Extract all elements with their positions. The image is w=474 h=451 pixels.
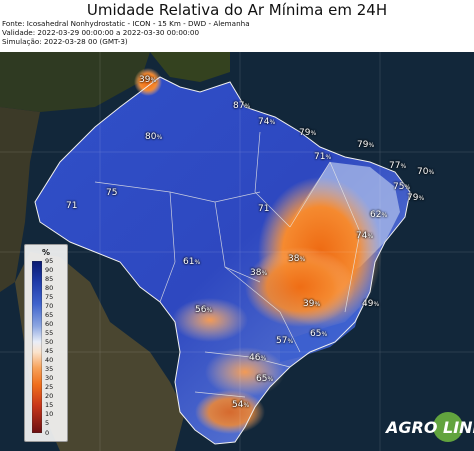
logo-text: AGRO LINK bbox=[386, 418, 474, 437]
humidity-value-label: 62% bbox=[370, 210, 388, 220]
simulation-text: Simulação: 2022-03-28 00 (GMT-3) bbox=[2, 37, 128, 46]
legend: % 95 90 85 80 75 70 65 60 55 50 45 40 35 30 25 20 15 10 5 0 bbox=[24, 244, 68, 442]
humidity-value-label: 74% bbox=[258, 117, 276, 127]
humidity-value-label: 39% bbox=[139, 75, 157, 85]
humidity-value-label: 75 bbox=[106, 188, 118, 198]
legend-tick: 25 bbox=[45, 383, 54, 392]
humidity-value-label: 54% bbox=[232, 400, 250, 410]
humidity-value-label: 56% bbox=[195, 305, 213, 315]
legend-tick: 60 bbox=[45, 319, 54, 328]
humidity-value-label: 74% bbox=[356, 231, 374, 241]
legend-tick: 50 bbox=[45, 337, 54, 346]
legend-tick: 5 bbox=[45, 419, 50, 428]
humidity-value-label: 71% bbox=[314, 152, 332, 162]
header: Umidade Relativa do Ar Mínima em 24H Fon… bbox=[0, 0, 474, 52]
dry-patch-south-west bbox=[172, 298, 248, 342]
dry-patch-rs bbox=[195, 390, 265, 434]
legend-tick: 80 bbox=[45, 283, 54, 292]
dry-core-cerrado bbox=[245, 247, 355, 327]
brazil-outline bbox=[34, 76, 411, 445]
humidity-value-label: 49% bbox=[362, 299, 380, 309]
humidity-value-label: 87% bbox=[233, 101, 251, 111]
humidity-value-label: 57% bbox=[276, 336, 294, 346]
graticule bbox=[0, 52, 474, 451]
validity-text: Validade: 2022-03-29 00:00:00 a 2022-03-… bbox=[2, 28, 200, 37]
logo-ring bbox=[433, 412, 463, 442]
humidity-value-label: 65% bbox=[310, 329, 328, 339]
humidity-value-label: 38% bbox=[288, 254, 306, 264]
map-title: Umidade Relativa do Ar Mínima em 24H bbox=[86, 1, 388, 19]
legend-tick: 65 bbox=[45, 310, 54, 319]
dry-patch-south bbox=[205, 347, 285, 397]
state-borders bbox=[94, 131, 361, 398]
legend-tick: 10 bbox=[45, 410, 54, 419]
humidity-value-label: 79% bbox=[357, 140, 375, 150]
humidity-value-label: 79% bbox=[299, 128, 317, 138]
humidity-value-label: 46% bbox=[249, 353, 267, 363]
legend-tick: 70 bbox=[45, 301, 54, 310]
land-west bbox=[0, 107, 40, 292]
legend-tick: 75 bbox=[45, 292, 54, 301]
legend-tick: 15 bbox=[45, 401, 54, 410]
legend-tick: 45 bbox=[45, 347, 54, 356]
legend-colorbar bbox=[32, 261, 42, 433]
dry-spot-roraima bbox=[134, 68, 162, 96]
humidity-value-label: 75% bbox=[393, 182, 411, 192]
legend-tick: 0 bbox=[45, 428, 50, 437]
source-text: Fonte: Icosahedral Nonhydrostatic - ICON… bbox=[2, 19, 250, 28]
humidity-value-label: 39% bbox=[303, 299, 321, 309]
legend-tick: 40 bbox=[45, 356, 54, 365]
legend-tick: 20 bbox=[45, 392, 54, 401]
humidity-value-label: 79% bbox=[407, 193, 425, 203]
legend-tick: 95 bbox=[45, 256, 54, 265]
humidity-value-label: 70% bbox=[417, 167, 435, 177]
legend-unit: % bbox=[41, 248, 50, 257]
brazil-humid-area bbox=[35, 77, 410, 444]
humidity-value-label: 61% bbox=[183, 257, 201, 267]
humidity-value-label: 77% bbox=[389, 161, 407, 171]
legend-tick: 90 bbox=[45, 265, 54, 274]
legend-tick: 35 bbox=[45, 365, 54, 374]
legend-tick: 85 bbox=[45, 274, 54, 283]
humidity-map bbox=[0, 52, 474, 451]
humidity-value-label: 71 bbox=[66, 201, 78, 211]
map-canvas bbox=[0, 52, 474, 451]
land-guianas bbox=[150, 52, 230, 82]
legend-tick: 55 bbox=[45, 328, 54, 337]
agrolink-logo: AGRO LINK bbox=[386, 411, 474, 443]
humidity-value-label: 65% bbox=[256, 374, 274, 384]
humidity-value-label: 80% bbox=[145, 132, 163, 142]
coastal-humid-strip bbox=[280, 307, 360, 362]
land-north bbox=[0, 52, 150, 112]
humidity-value-label: 38% bbox=[250, 268, 268, 278]
legend-tick: 30 bbox=[45, 374, 54, 383]
humidity-value-label: 71 bbox=[258, 204, 270, 214]
